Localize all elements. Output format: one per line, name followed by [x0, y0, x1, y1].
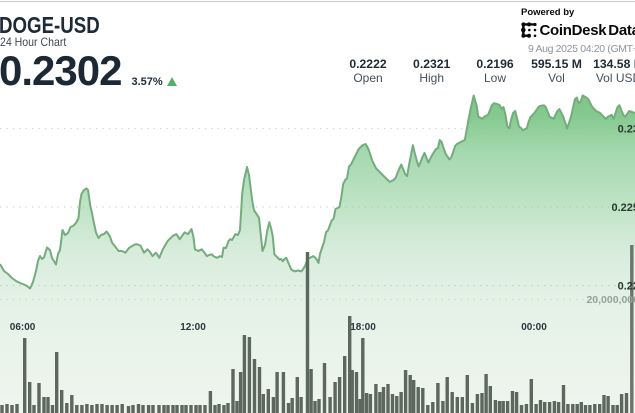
svg-text:0.22: 0.22 [618, 281, 635, 293]
svg-text:0.225: 0.225 [611, 202, 635, 214]
svg-text:06:00: 06:00 [10, 322, 36, 333]
svg-text:12:00: 12:00 [180, 322, 206, 333]
svg-text:0.23: 0.23 [618, 124, 635, 136]
svg-text:00:00: 00:00 [521, 322, 547, 333]
svg-text:18:00: 18:00 [350, 322, 376, 333]
svg-text:20,000,000: 20,000,000 [586, 294, 635, 306]
